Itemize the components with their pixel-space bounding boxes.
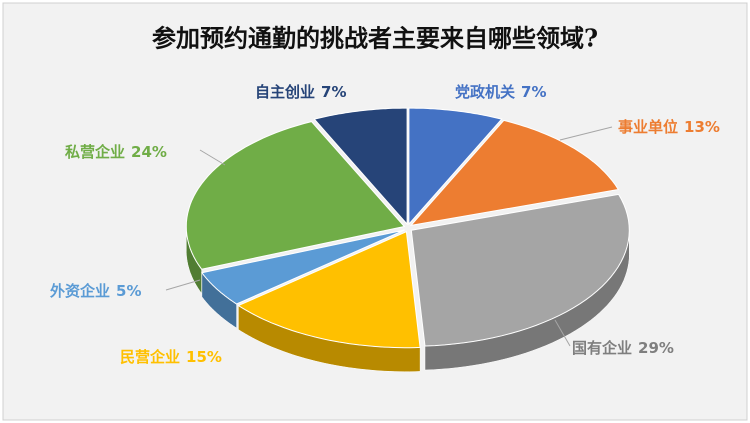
label-value: 13% (684, 118, 720, 136)
pie-slice (201, 229, 405, 305)
label-category: 事业单位 (618, 118, 678, 136)
pie-slice (409, 119, 620, 227)
pie-tops (185, 107, 630, 349)
data-label: 事业单位 13% (618, 118, 720, 136)
pie-slice (185, 121, 406, 270)
leader-line (559, 126, 613, 141)
pie-slice (237, 230, 421, 349)
label-category: 外资企业 (49, 282, 110, 300)
data-label: 民营企业 15% (120, 348, 222, 366)
pie-slice (313, 107, 408, 226)
leader-line (199, 149, 226, 166)
chart-title: 参加预约通勤的挑战者主要来自哪些领域? (152, 24, 598, 53)
leader-line (554, 319, 571, 347)
data-label: 私营企业 24% (64, 143, 167, 161)
label-value: 24% (131, 143, 167, 161)
label-value: 7% (321, 83, 346, 101)
pie-slice (410, 193, 630, 347)
label-value: 7% (521, 83, 546, 101)
label-value: 29% (638, 339, 674, 357)
pie-slice (408, 107, 503, 226)
label-category: 国有企业 (572, 339, 632, 357)
label-value: 15% (186, 348, 222, 366)
data-label: 党政机关 7% (455, 83, 546, 101)
label-category: 党政机关 (455, 83, 515, 101)
label-category: 自主创业 (255, 83, 315, 101)
leader-line (165, 279, 201, 291)
data-label: 外资企业 5% (49, 282, 141, 300)
data-label: 自主创业 7% (255, 83, 346, 101)
label-category: 民营企业 (120, 348, 180, 366)
data-label: 国有企业 29% (572, 339, 674, 357)
label-category: 私营企业 (64, 143, 125, 161)
label-value: 5% (116, 282, 141, 300)
data-labels: 党政机关 7% 事业单位 13% 国有企业 29% 民营企业 15% 外资企业 5% 私营企业 24%… (49, 83, 720, 366)
